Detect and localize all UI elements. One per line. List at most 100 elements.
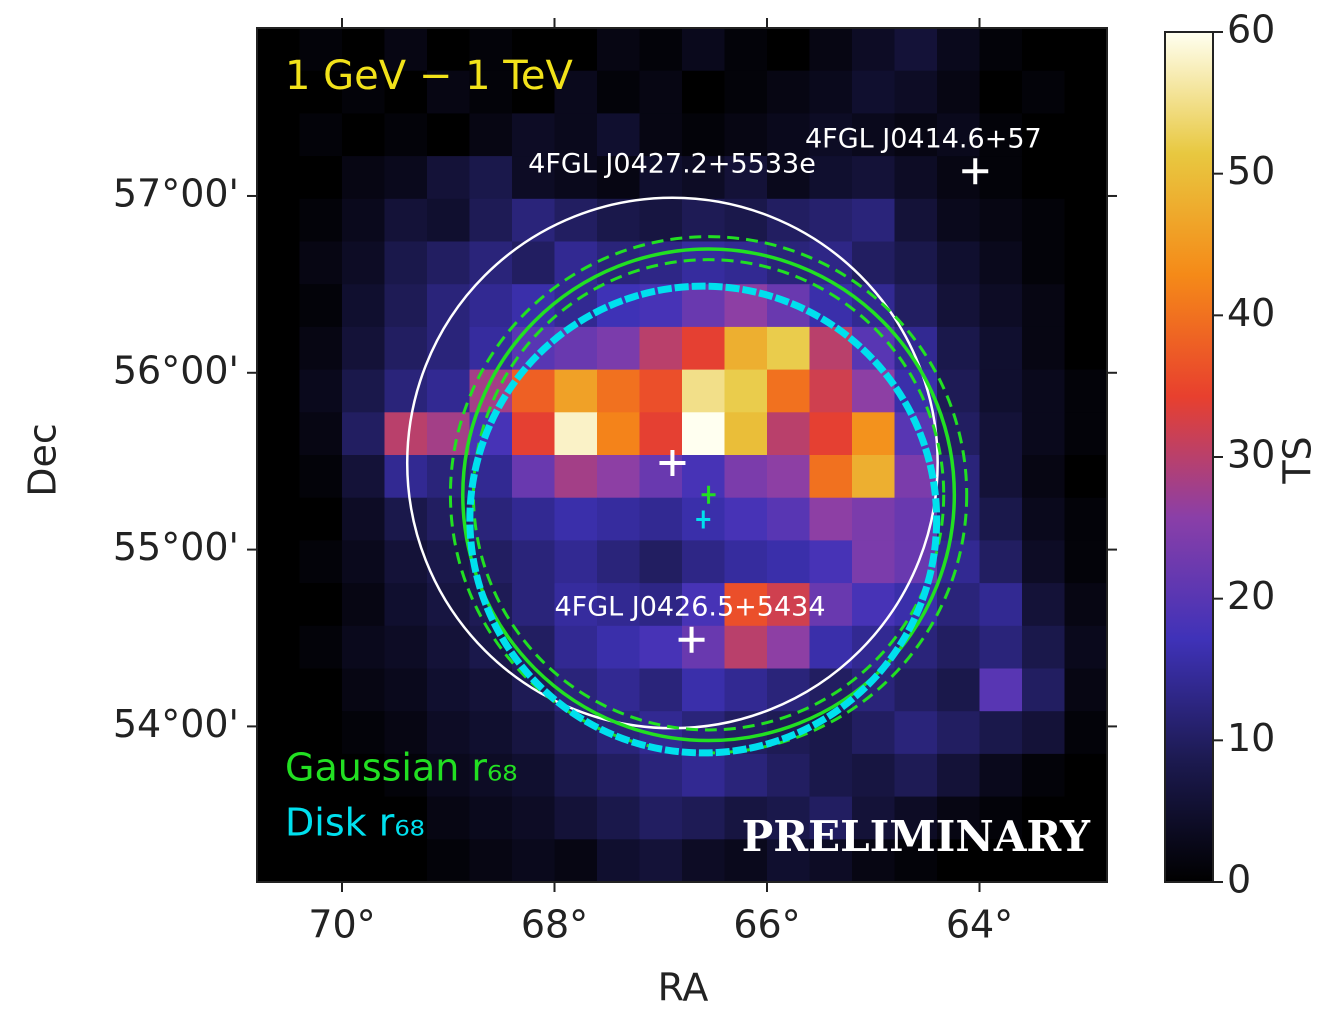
- colorbar-tick-label: 0: [1227, 858, 1251, 902]
- heatmap-cell: [767, 498, 810, 541]
- heatmap-cell: [342, 284, 385, 327]
- heatmap-cell: [512, 412, 555, 455]
- heatmap-cell: [725, 669, 768, 712]
- heatmap-cell: [640, 327, 683, 370]
- heatmap-cell: [342, 327, 385, 370]
- source-label: 4FGL J0426.5+5434: [554, 592, 825, 623]
- heatmap-cell: [512, 711, 555, 754]
- heatmap-cell: [725, 540, 768, 583]
- y-tick-label: 56°00': [113, 348, 239, 392]
- heatmap-cell: [1022, 156, 1065, 199]
- heatmap-cell: [682, 711, 725, 754]
- heatmap-cell: [980, 669, 1023, 712]
- heatmap-cell: [640, 71, 683, 114]
- colorbar-tick-label: 20: [1227, 574, 1275, 618]
- heatmap-cell: [1065, 284, 1108, 327]
- heatmap-cell: [597, 626, 640, 669]
- heatmap-cell: [767, 199, 810, 242]
- heatmap-cell: [640, 412, 683, 455]
- heatmap-cell: [640, 839, 683, 882]
- page: {"chart_data": { "type": "heatmap", "tit…: [0, 0, 1336, 1009]
- heatmap-cell: [1022, 498, 1065, 541]
- heatmap-cell: [470, 156, 513, 199]
- heatmap-cell: [767, 754, 810, 797]
- heatmap-cell: [427, 242, 470, 285]
- x-tick-label: 64°: [946, 903, 1013, 947]
- heatmap-cell: [640, 797, 683, 840]
- heatmap-cell: [682, 626, 725, 669]
- heatmap-cell: [895, 156, 938, 199]
- source-label: 4FGL J0427.2+5533e: [528, 149, 816, 180]
- heatmap-cell: [980, 540, 1023, 583]
- heatmap-cell: [682, 284, 725, 327]
- heatmap-cell: [257, 669, 300, 712]
- heatmap-cell: [257, 327, 300, 370]
- colorbar-tick-label: 30: [1227, 433, 1275, 477]
- x-tick-label: 70°: [308, 903, 375, 947]
- heatmap-cell: [342, 626, 385, 669]
- heatmap-cell: [640, 28, 683, 71]
- heatmap-cell: [1022, 412, 1065, 455]
- heatmap-cell: [1022, 370, 1065, 413]
- heatmap-cell: [300, 199, 343, 242]
- heatmap-cell: [597, 455, 640, 498]
- heatmap-cell: [300, 156, 343, 199]
- legend-label: Gaussian r₆₈: [285, 746, 518, 790]
- heatmap-cell: [937, 242, 980, 285]
- heatmap-cell: [980, 284, 1023, 327]
- heatmap-cell: [342, 412, 385, 455]
- heatmap-cell: [300, 412, 343, 455]
- heatmap-cell: [1022, 199, 1065, 242]
- heatmap-cell: [257, 626, 300, 669]
- heatmap-cell: [300, 839, 343, 882]
- heatmap-cell: [767, 455, 810, 498]
- heatmap-cell: [555, 839, 598, 882]
- heatmap-cell: [937, 626, 980, 669]
- heatmap-cell: [555, 412, 598, 455]
- heatmap-cell: [257, 370, 300, 413]
- heatmap-cell: [640, 540, 683, 583]
- heatmap-cell: [937, 583, 980, 626]
- heatmap-cell: [725, 412, 768, 455]
- heatmap-cell: [980, 28, 1023, 71]
- heatmap-cell: [980, 327, 1023, 370]
- heatmap-cell: [470, 242, 513, 285]
- colorbar-tick-label: 50: [1227, 149, 1275, 193]
- heatmap-cell: [852, 199, 895, 242]
- heatmap-cell: [810, 754, 853, 797]
- heatmap-cell: [682, 839, 725, 882]
- heatmap-cell: [810, 199, 853, 242]
- heatmap-cell: [640, 199, 683, 242]
- heatmap-cell: [1022, 242, 1065, 285]
- heatmap-cell: [767, 28, 810, 71]
- heatmap-cell: [682, 669, 725, 712]
- heatmap-cell: [512, 797, 555, 840]
- heatmap-cell: [1022, 455, 1065, 498]
- heatmap-cell: [1022, 28, 1065, 71]
- heatmap-cell: [300, 540, 343, 583]
- heatmap-cell: [342, 498, 385, 541]
- colorbar-tick-label: 40: [1227, 291, 1275, 335]
- heatmap-cell: [257, 412, 300, 455]
- heatmap-cell: [342, 669, 385, 712]
- heatmap-cell: [597, 28, 640, 71]
- heatmap-cell: [342, 455, 385, 498]
- heatmap-cell: [640, 626, 683, 669]
- heatmap-cell: [257, 455, 300, 498]
- heatmap-cell: [1022, 540, 1065, 583]
- heatmap-cell: [555, 199, 598, 242]
- heatmap-cell: [385, 498, 428, 541]
- heatmap-cell: [385, 284, 428, 327]
- heatmap-cell: [597, 412, 640, 455]
- heatmap-cell: [682, 455, 725, 498]
- heatmap-cell: [300, 583, 343, 626]
- heatmap-cell: [342, 156, 385, 199]
- heatmap-cell: [767, 71, 810, 114]
- heatmap-cell: [937, 71, 980, 114]
- colorbar-label: TS: [1276, 436, 1320, 484]
- heatmap-cell: [810, 412, 853, 455]
- heatmap-cell: [597, 199, 640, 242]
- heatmap-cell: [937, 28, 980, 71]
- colorbar-tick-label: 10: [1227, 716, 1275, 760]
- heatmap-cell: [427, 156, 470, 199]
